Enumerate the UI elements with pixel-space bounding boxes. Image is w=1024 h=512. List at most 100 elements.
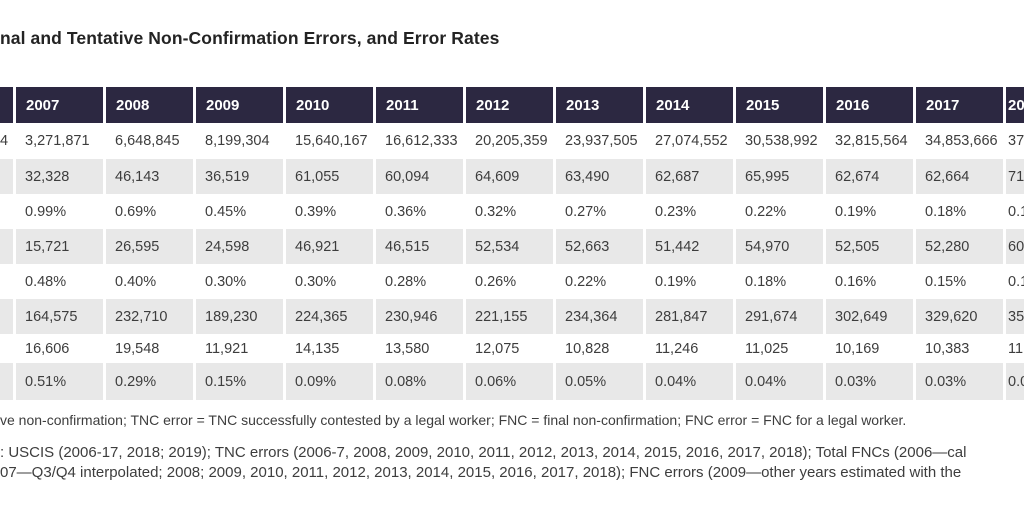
table-cell: 234,364 [556, 299, 643, 334]
table-cell: 232,710 [106, 299, 193, 334]
table-cell: 24,598 [196, 229, 283, 264]
table-cell: 0.22% [736, 194, 823, 229]
table-cell [0, 229, 13, 264]
year-header-cell [0, 87, 13, 123]
table-cell: 15,640,167 [286, 123, 373, 159]
table-cell: 52,663 [556, 229, 643, 264]
table-cell: 23,937,505 [556, 123, 643, 159]
table-cell: 0.19% [826, 194, 913, 229]
table-cell: 35 [1006, 299, 1024, 334]
year-header-cell: 2010 [286, 87, 373, 123]
table-cell: 63,490 [556, 159, 643, 194]
table-cell: 302,649 [826, 299, 913, 334]
table-cell: 189,230 [196, 299, 283, 334]
table-cell: 291,674 [736, 299, 823, 334]
table-cell: 11 [1006, 334, 1024, 363]
table-cell: 71 [1006, 159, 1024, 194]
table-cell: 37 [1006, 123, 1024, 159]
table-cell [0, 264, 13, 299]
table-cell: 0.04% [646, 363, 733, 400]
data-table: 2007 2008 2009 2010 20 11 2012 2013 2014 2015 2016… [0, 87, 1024, 400]
table-cell: 34,853,666 [916, 123, 1003, 159]
year-header-cell: 2007 [16, 87, 103, 123]
table-cell: 6,648,845 [106, 123, 193, 159]
year-header-cell: 2014 [646, 87, 733, 123]
table-cell: 0.48% [16, 264, 103, 299]
table-cell: 54,970 [736, 229, 823, 264]
table-cell: 0.27% [556, 194, 643, 229]
table-cell: 0.18% [916, 194, 1003, 229]
table-cell: 19,548 [106, 334, 193, 363]
table-cell: 14,135 [286, 334, 373, 363]
table-cell: 0.08% [376, 363, 463, 400]
table-cell: 30,538,992 [736, 123, 823, 159]
note-definitions: ve non-confirmation; TNC error = TNC suc… [0, 412, 907, 428]
table-cell: 0.39% [286, 194, 373, 229]
table-cell: 13,580 [376, 334, 463, 363]
year-header-cell: 2012 [466, 87, 553, 123]
table-cell: 10,383 [916, 334, 1003, 363]
table-cell: 224,365 [286, 299, 373, 334]
table-cell: 62,674 [826, 159, 913, 194]
table-cell: 0.23% [646, 194, 733, 229]
table-cell: 230,946 [376, 299, 463, 334]
table-cell [0, 363, 13, 400]
year-header-cell: 2015 [736, 87, 823, 123]
note-sources-line-2: 07—Q3/Q4 interpolated; 2008; 2009, 2010,… [0, 464, 962, 481]
year-header-cell: 2013 [556, 87, 643, 123]
table-cell: 0.32% [466, 194, 553, 229]
table-cell: 164,575 [16, 299, 103, 334]
table-cell: 60 [1006, 229, 1024, 264]
table-cell: 26,595 [106, 229, 193, 264]
table-cell: 0.1 [1006, 194, 1024, 229]
table-cell: 36,519 [196, 159, 283, 194]
table-cell: 12,075 [466, 334, 553, 363]
table-cell: 27,074,552 [646, 123, 733, 159]
table-cell: 51,442 [646, 229, 733, 264]
table-cell: 0.40% [106, 264, 193, 299]
table-cell: 46,143 [106, 159, 193, 194]
table-cell: 46,515 [376, 229, 463, 264]
table-cell: 0.69% [106, 194, 193, 229]
table-cell: 0.28% [376, 264, 463, 299]
table-cell: 15,721 [16, 229, 103, 264]
table-cell: 0.06% [466, 363, 553, 400]
table-cell: 46,921 [286, 229, 373, 264]
table-cell: 0.03% [826, 363, 913, 400]
table-cell: 0.29% [106, 363, 193, 400]
table-cell: 32,815,564 [826, 123, 913, 159]
year-header-cell: 2009 [196, 87, 283, 123]
table-cell: 16,606 [16, 334, 103, 363]
table-cell: 0.04% [736, 363, 823, 400]
table-cell: 0.1 [1006, 264, 1024, 299]
table-cell: 52,280 [916, 229, 1003, 264]
table-cell: 62,687 [646, 159, 733, 194]
table-cell: 0.05% [556, 363, 643, 400]
year-header-cell: 2008 [106, 87, 193, 123]
table-cell: 10,828 [556, 334, 643, 363]
table-cell: 52,534 [466, 229, 553, 264]
table-cell: 61,055 [286, 159, 373, 194]
table-cell: 11,921 [196, 334, 283, 363]
note-sources-line-1: : USCIS (2006-17, 2018; 2019); TNC error… [0, 444, 967, 461]
table-cell: 4 [0, 123, 13, 159]
table-cell: 329,620 [916, 299, 1003, 334]
table-cell: 0.30% [196, 264, 283, 299]
table-cell: 0.19% [646, 264, 733, 299]
table-cell: 64,609 [466, 159, 553, 194]
table-cell: 0.03% [916, 363, 1003, 400]
table-cell: 65,995 [736, 159, 823, 194]
table-cell: 0.16% [826, 264, 913, 299]
table-cell: 0.15% [196, 363, 283, 400]
table-cell: 0.51% [16, 363, 103, 400]
table-cell: 8,199,304 [196, 123, 283, 159]
table-cell: 0.15% [916, 264, 1003, 299]
year-header-cell: 20 [1006, 87, 1024, 123]
table-cell: 0.09% [286, 363, 373, 400]
table-cell: 32,328 [16, 159, 103, 194]
table-cell [0, 159, 13, 194]
year-header-cell: 2016 [826, 87, 913, 123]
table-title: nal and Tentative Non-Confirmation Error… [0, 28, 500, 48]
table-cell: 11,246 [646, 334, 733, 363]
table-cell: 0.22% [556, 264, 643, 299]
